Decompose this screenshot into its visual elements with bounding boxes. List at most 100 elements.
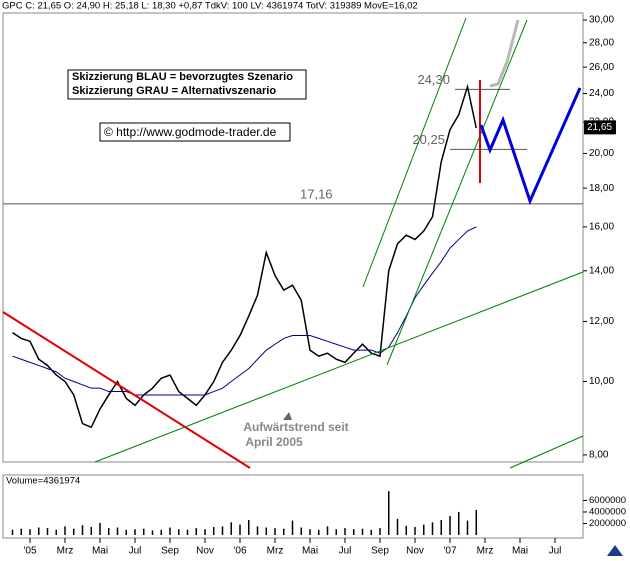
x-tick-label: Mrz: [57, 546, 74, 557]
y-tick-label: 10,00: [589, 376, 614, 387]
volume-bar: [458, 511, 460, 535]
volume-bar: [300, 527, 302, 535]
volume-bar: [388, 491, 390, 535]
volume-bar: [134, 529, 136, 535]
y-tick-label: 16,00: [589, 222, 614, 233]
level-label: 24,30: [417, 72, 450, 87]
level-label: 20,25: [412, 132, 445, 147]
header: GPC C: 21,65 O: 24,90 H: 25,18 L: 18,30 …: [2, 1, 418, 12]
volume-bar: [221, 526, 224, 535]
x-tick-label: Mai: [512, 546, 528, 557]
volume-bar: [431, 522, 434, 535]
volume-bar: [204, 529, 206, 535]
x-tick-label: Jul: [129, 546, 142, 557]
annotation: Aufwärtstrend seit: [243, 420, 348, 434]
uptrend: [94, 271, 584, 463]
volume-bar: [248, 520, 250, 535]
x-tick-label: Mai: [302, 546, 318, 557]
volume-bar: [195, 528, 197, 535]
volume-bar: [178, 529, 180, 535]
volume-bar: [449, 516, 451, 535]
volume-bar: [440, 520, 442, 535]
downtrend: [2, 311, 251, 469]
volume-bar: [414, 526, 416, 535]
volume-bar: [125, 529, 127, 535]
price-tag-label: 21,65: [587, 122, 612, 133]
volume-tick-label: 4000000: [589, 506, 626, 517]
grey-scenario: [489, 19, 520, 88]
volume-bar: [213, 526, 215, 535]
volume-bar: [309, 529, 311, 535]
volume-bar: [344, 528, 346, 535]
legend-text: Skizzierung BLAU = bevorzugtes Szenario: [72, 71, 293, 83]
volume-bar: [169, 527, 171, 535]
blue-scenario: [479, 87, 582, 206]
volume-bar: [256, 526, 259, 535]
y-tick-label: 28,00: [589, 37, 614, 48]
x-tick-label: Mrz: [477, 546, 494, 557]
icon: [607, 545, 623, 556]
volume-bar: [291, 520, 294, 535]
volume-bar: [396, 518, 399, 535]
volume-bar: [335, 529, 337, 535]
volume-bar: [230, 522, 232, 535]
volume-bar: [370, 529, 372, 535]
y-tick-label: 18,00: [589, 183, 614, 194]
x-tick-label: '06: [233, 546, 246, 557]
volume-bar: [29, 529, 31, 535]
legend-box: [67, 69, 307, 100]
legend-text: Skizzierung GRAU = Alternativszenario: [72, 85, 276, 97]
moving-average: [12, 226, 477, 396]
x-tick-label: Mai: [92, 546, 108, 557]
x-tick-label: Nov: [406, 546, 424, 557]
volume-bar: [405, 525, 407, 535]
annotation: April 2005: [245, 435, 303, 449]
x-tick-label: Nov: [196, 546, 214, 557]
volume-tick-label: 6000000: [589, 495, 626, 506]
volume-bar: [99, 522, 101, 535]
volume-bar: [186, 529, 189, 535]
y-tick-label: 24,00: [589, 88, 614, 99]
volume-bar: [265, 527, 267, 535]
volume-bar: [151, 530, 154, 535]
price-line: [12, 83, 477, 429]
volume-bar: [20, 528, 22, 535]
volume-bar: [353, 529, 355, 535]
volume-bar: [46, 528, 49, 535]
y-tick-label: 30,00: [589, 15, 614, 26]
channel-upper: [362, 17, 467, 288]
channel-lower: [386, 19, 528, 366]
uptrend-parallel: [509, 435, 584, 469]
trendlines: [2, 17, 584, 469]
volume-bar: [475, 509, 477, 535]
copyright-box: [99, 122, 291, 142]
volume-bar: [143, 528, 145, 535]
volume-bar: [116, 527, 119, 535]
volume-bar: [239, 524, 241, 535]
volume-bar: [379, 528, 381, 535]
y-tick-label: 26,00: [589, 62, 614, 73]
level-label: 17,16: [300, 186, 333, 201]
x-tick-label: Sep: [371, 546, 389, 557]
volume-bar: [160, 529, 162, 535]
x-tick-label: Jul: [549, 546, 562, 557]
volume-pane: [2, 474, 584, 539]
volume-tick-label: 2000000: [589, 518, 626, 529]
copyright: © http://www.godmode-trader.de: [104, 125, 277, 139]
arrow: [283, 412, 292, 420]
volume-bar: [38, 527, 40, 535]
volume-bar: [81, 525, 84, 535]
volume-bar: [326, 526, 329, 535]
x-tick-label: Mrz: [267, 546, 284, 557]
price-tag: [584, 120, 616, 135]
volume-bar: [73, 528, 75, 535]
x-tick-label: '07: [443, 546, 456, 557]
x-tick-label: Sep: [161, 546, 179, 557]
volume-bar: [64, 526, 66, 535]
y-tick-label: 8,00: [589, 450, 609, 461]
volume-bar: [11, 529, 14, 535]
volume-bar: [318, 529, 320, 535]
volume-bar: [274, 528, 276, 535]
